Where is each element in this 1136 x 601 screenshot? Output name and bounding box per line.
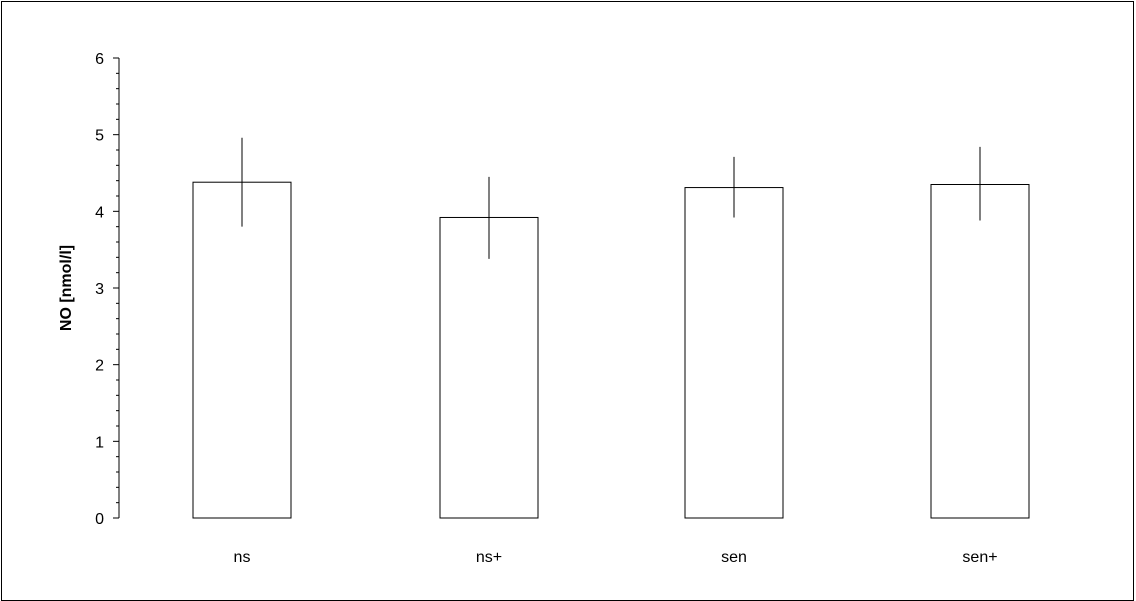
y-tick-label: 4 <box>95 204 104 221</box>
y-tick-label: 2 <box>95 358 104 375</box>
x-tick-label: ns+ <box>476 549 502 566</box>
category-labels: ns ns+ sen sen+ <box>234 549 998 566</box>
x-tick-label: sen+ <box>962 549 997 566</box>
x-tick-label: ns <box>234 549 251 566</box>
y-axis-label: NO [nmol/l] <box>58 245 75 331</box>
y-tick-label: 0 <box>95 511 104 528</box>
y-tick-label: 5 <box>95 128 104 145</box>
error-bars <box>241 137 981 259</box>
y-tick-label: 6 <box>95 51 104 68</box>
y-tick-label: 1 <box>95 434 104 451</box>
bar-ns-plus <box>439 216 539 519</box>
y-tick-label: 3 <box>95 281 104 298</box>
bar-ns <box>192 181 292 519</box>
bar-sen-plus <box>930 184 1030 519</box>
bar-sen <box>684 187 784 519</box>
y-axis: 0 1 2 3 4 5 6 <box>95 51 120 528</box>
x-tick-label: sen <box>721 549 747 566</box>
bar-series <box>192 181 1030 519</box>
